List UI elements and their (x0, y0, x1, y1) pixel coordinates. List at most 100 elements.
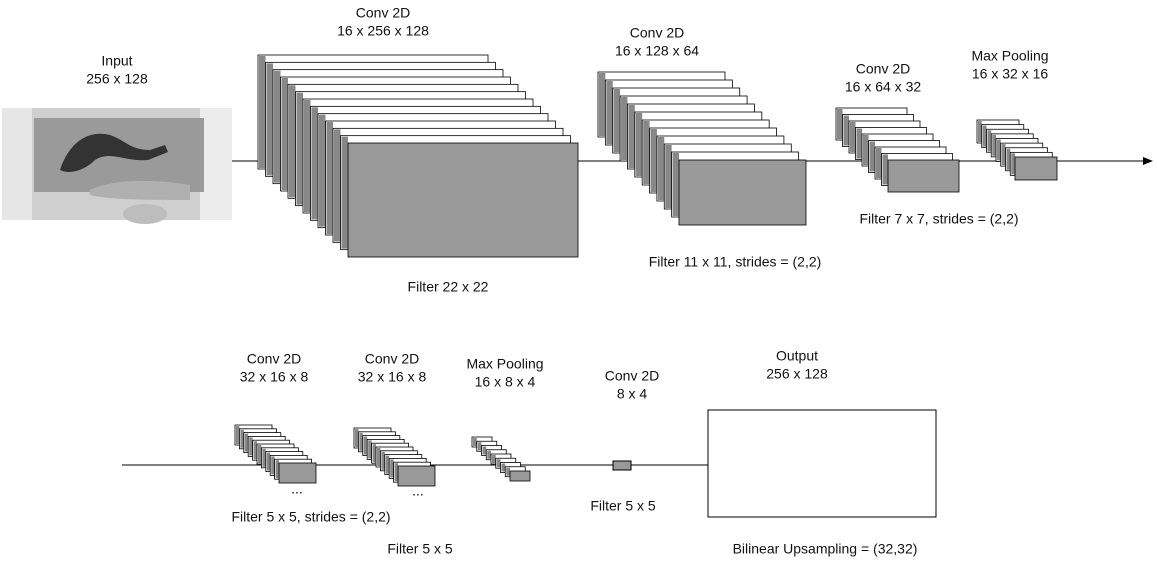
layer-edge (327, 122, 334, 234)
layer-edge (245, 434, 248, 452)
feature-map-stack (354, 428, 435, 486)
layer-edge (289, 85, 296, 197)
layer-edge (386, 456, 389, 474)
ellipsis: ... (291, 481, 303, 497)
layer-edge (643, 121, 649, 184)
node-caption: Bilinear Upsampling = (32,32) (733, 541, 918, 557)
node-title: Conv 2D (605, 368, 659, 384)
layer-edge (837, 109, 843, 139)
layer-edge (1002, 144, 1006, 165)
layer-edge (606, 81, 612, 144)
node-shape: 16 x 256 x 128 (337, 23, 429, 39)
layer-edge (319, 115, 326, 227)
layer-edge (359, 433, 362, 451)
layer-edge (621, 97, 627, 160)
node-shape: 32 x 16 x 8 (358, 369, 427, 385)
layer-edge (876, 148, 882, 178)
layer-edge (658, 137, 664, 200)
layer-edge (254, 441, 257, 459)
node-title: Conv 2D (856, 61, 910, 77)
layer-edge (390, 459, 393, 477)
layer-edge (364, 437, 367, 455)
front-map (888, 160, 959, 192)
layer-edge (262, 449, 265, 467)
feature-map-stack (836, 108, 959, 192)
node-title: Conv 2D (356, 5, 410, 21)
node-filter: Filter 11 x 11, strides = (2,2) (649, 254, 822, 270)
layer-edge (377, 448, 380, 466)
layer-edge (259, 56, 266, 168)
layer-edge (614, 89, 620, 152)
node-filter: Filter 5 x 5 (590, 498, 656, 514)
layer-edge (373, 444, 376, 462)
layer-edge (342, 137, 349, 249)
layer-edge (978, 121, 982, 142)
node-shape: 16 x 32 x 16 (972, 66, 1048, 82)
layer-edge (599, 73, 605, 136)
node-shape: 32 x 16 x 8 (240, 369, 309, 385)
layer-edge (395, 463, 398, 481)
layer-edge (334, 129, 341, 241)
layer-edge (673, 153, 679, 216)
layer-edge (381, 452, 384, 470)
layer-edge (240, 430, 243, 448)
layer-edge (870, 142, 876, 172)
layer-edge (636, 113, 642, 176)
layer-edge (249, 437, 252, 455)
layer-edge (883, 155, 889, 185)
front-map (1015, 157, 1057, 180)
node-shape: 16 x 8 x 4 (475, 374, 536, 390)
input-image (2, 108, 232, 224)
feature-map-stack (598, 72, 806, 225)
node-shape: 8 x 4 (617, 386, 648, 402)
feature-map-stack (977, 120, 1057, 180)
layer-edge (502, 464, 506, 472)
layer-edge (863, 135, 869, 165)
layer-edge (473, 438, 477, 446)
node-filter: Filter 5 x 5, strides = (2,2) (231, 509, 390, 525)
layer-edge (983, 126, 987, 147)
node-shape: 16 x 64 x 32 (845, 79, 921, 95)
feature-map-stack (235, 425, 316, 483)
node-title: Max Pooling (466, 356, 543, 372)
layer-edge (312, 107, 319, 219)
output-box (708, 410, 936, 517)
layer-edge (492, 455, 496, 463)
node-filter: Filter 7 x 7, strides = (2,2) (859, 211, 1018, 227)
layer-edge (267, 453, 270, 471)
layer-edge (236, 426, 239, 444)
layer-edge (1007, 149, 1011, 170)
node-shape: 256 x 128 (86, 71, 148, 87)
node-filter: Filter 22 x 22 (408, 279, 489, 295)
layer-edge (368, 440, 371, 458)
feature-map-stack (472, 437, 530, 481)
layer-edge (844, 116, 850, 146)
layer-edge (271, 456, 274, 474)
conv-block (613, 461, 631, 470)
layer-edge (506, 468, 510, 476)
layer-edge (997, 140, 1001, 161)
front-map (510, 471, 530, 481)
node-title: Conv 2D (247, 351, 301, 367)
layer-edge (628, 105, 634, 168)
layer-edge (304, 100, 311, 212)
node-title: Conv 2D (365, 351, 419, 367)
layer-edge (258, 445, 261, 463)
layer-edge (651, 129, 657, 192)
layer-edge (988, 130, 992, 151)
layer-edge (665, 145, 671, 208)
network-diagram: Input 256 x 128 Conv 2D 16 x 256 x 128 F… (0, 0, 1157, 563)
node-title: Conv 2D (630, 25, 684, 41)
node-title: Output (776, 348, 818, 364)
layer-edge (355, 429, 358, 447)
node-filter: Filter 5 x 5 (387, 541, 453, 557)
node-title: Input (101, 53, 132, 69)
layer-edge (992, 135, 996, 156)
layer-edge (274, 71, 281, 183)
layer-edge (276, 460, 279, 478)
layer-edge (857, 129, 863, 159)
layer-edge (282, 78, 289, 190)
front-map (348, 143, 578, 257)
layer-edge (850, 122, 856, 152)
layer-edge (497, 459, 501, 467)
